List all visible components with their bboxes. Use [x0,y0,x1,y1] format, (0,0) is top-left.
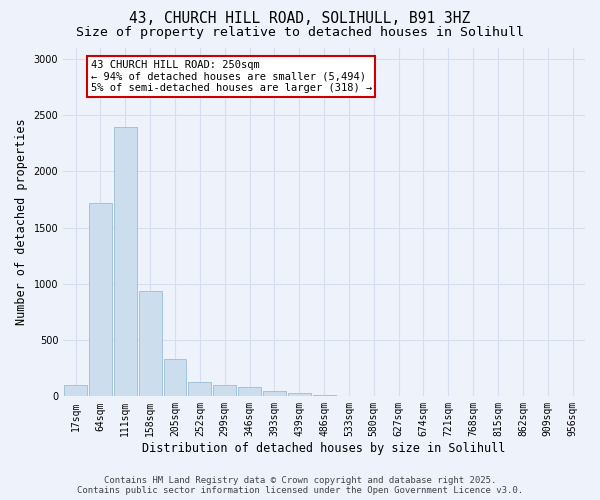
Text: 43, CHURCH HILL ROAD, SOLIHULL, B91 3HZ: 43, CHURCH HILL ROAD, SOLIHULL, B91 3HZ [130,11,470,26]
Text: 43 CHURCH HILL ROAD: 250sqm
← 94% of detached houses are smaller (5,494)
5% of s: 43 CHURCH HILL ROAD: 250sqm ← 94% of det… [91,60,372,93]
X-axis label: Distribution of detached houses by size in Solihull: Distribution of detached houses by size … [142,442,506,455]
Bar [164,359,187,397]
Bar [263,390,286,396]
Text: Size of property relative to detached houses in Solihull: Size of property relative to detached ho… [76,26,524,39]
Bar [188,382,211,396]
Y-axis label: Number of detached properties: Number of detached properties [15,118,28,325]
Bar [139,290,161,397]
Bar [89,203,112,396]
Text: Contains HM Land Registry data © Crown copyright and database right 2025.
Contai: Contains HM Land Registry data © Crown c… [77,476,523,495]
Bar [288,393,311,396]
Bar [213,385,236,396]
Bar [238,388,261,396]
Bar [313,395,335,396]
Bar [114,128,137,396]
Bar [64,385,87,396]
